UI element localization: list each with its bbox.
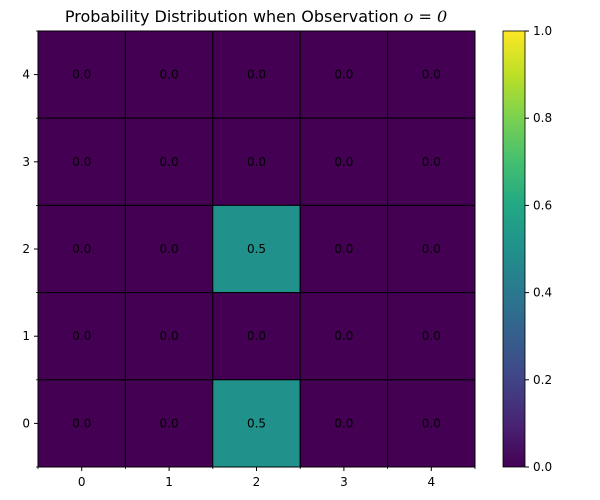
cell-value-label: 0.0 — [334, 242, 353, 256]
cell-value-label: 0.5 — [247, 242, 266, 256]
cell-value-label: 0.0 — [160, 416, 179, 430]
heatmap-cell-labels: 0.0 0.0 0.0 0.0 0.0 0.0 0.0 0.0 0.0 0.0 0.0 0.0 0.5 0… — [72, 68, 441, 431]
cell-value-label: 0.0 — [72, 68, 91, 82]
colorbar-gradient — [502, 30, 526, 468]
cell-value-label: 0.0 — [334, 68, 353, 82]
cell-value-label: 0.0 — [422, 329, 441, 343]
heatmap-cell — [37, 379, 126, 468]
heatmap-cell — [212, 292, 301, 381]
heatmap-cell — [387, 117, 476, 206]
y-axis: 4 3 2 1 0 — [22, 30, 38, 468]
cell-value-label: 0.0 — [160, 242, 179, 256]
x-tick-label: 3 — [340, 475, 348, 489]
heatmap-cell — [299, 30, 389, 119]
heatmap-cells — [37, 30, 476, 468]
cell-value-label: 0.0 — [160, 155, 179, 169]
heatmap-cell — [124, 379, 214, 468]
chart-title: Probability Distribution when Observatio… — [65, 7, 447, 26]
cell-value-label: 0.0 — [422, 68, 441, 82]
colorbar-tick-label: 0.2 — [533, 373, 552, 387]
x-axis: 0 1 2 3 4 — [37, 467, 476, 489]
cell-value-label: 0.0 — [247, 68, 266, 82]
heatmap-cell — [212, 117, 301, 206]
cell-value-label: 0.0 — [72, 155, 91, 169]
cell-value-label: 0.0 — [160, 329, 179, 343]
y-tick-label: 0 — [22, 416, 30, 430]
colorbar-tick-label: 0.6 — [533, 198, 552, 212]
cell-value-label: 0.0 — [247, 155, 266, 169]
colorbar: 0.0 0.2 0.4 0.6 0.8 1.0 — [502, 24, 552, 474]
heatmap-cell — [212, 379, 301, 468]
cell-value-label: 0.0 — [160, 68, 179, 82]
y-tick-label: 1 — [22, 329, 30, 343]
heatmap-cell — [387, 379, 476, 468]
cell-value-label: 0.0 — [422, 242, 441, 256]
x-tick-label: 2 — [253, 475, 261, 489]
heatmap-cell — [212, 204, 301, 294]
y-tick-label: 2 — [22, 242, 30, 256]
heatmap-cell — [387, 204, 476, 294]
y-tick-label: 4 — [22, 68, 30, 82]
colorbar-tick-label: 1.0 — [533, 24, 552, 38]
cell-value-label: 0.0 — [422, 155, 441, 169]
cell-value-label: 0.0 — [72, 416, 91, 430]
colorbar-tick-label: 0.8 — [533, 111, 552, 125]
colorbar-ticks: 0.0 0.2 0.4 0.6 0.8 1.0 — [525, 24, 552, 474]
heatmap-cell — [387, 292, 476, 381]
cell-value-label: 0.0 — [72, 329, 91, 343]
heatmap-cell — [299, 292, 389, 381]
x-tick-label: 0 — [78, 475, 86, 489]
heatmap-cell — [124, 204, 214, 294]
colorbar-tick-label: 0.0 — [533, 460, 552, 474]
cell-value-label: 0.0 — [334, 155, 353, 169]
x-tick-label: 1 — [165, 475, 173, 489]
cell-value-label: 0.0 — [334, 329, 353, 343]
cell-value-label: 0.5 — [247, 416, 266, 430]
colorbar-tick-label: 0.4 — [533, 286, 552, 300]
cell-value-label: 0.0 — [247, 329, 266, 343]
heatmap-cell — [124, 30, 214, 119]
heatmap-cell — [387, 30, 476, 119]
plot-frame — [37, 30, 476, 468]
cell-value-label: 0.0 — [334, 416, 353, 430]
cell-value-label: 0.0 — [422, 416, 441, 430]
x-tick-label: 4 — [427, 475, 435, 489]
cell-value-label: 0.0 — [72, 242, 91, 256]
heatmap-cell — [37, 117, 126, 206]
heatmap-cell — [37, 30, 126, 119]
heatmap-cell — [124, 292, 214, 381]
y-tick-label: 3 — [22, 155, 30, 169]
heatmap-cell — [299, 204, 389, 294]
